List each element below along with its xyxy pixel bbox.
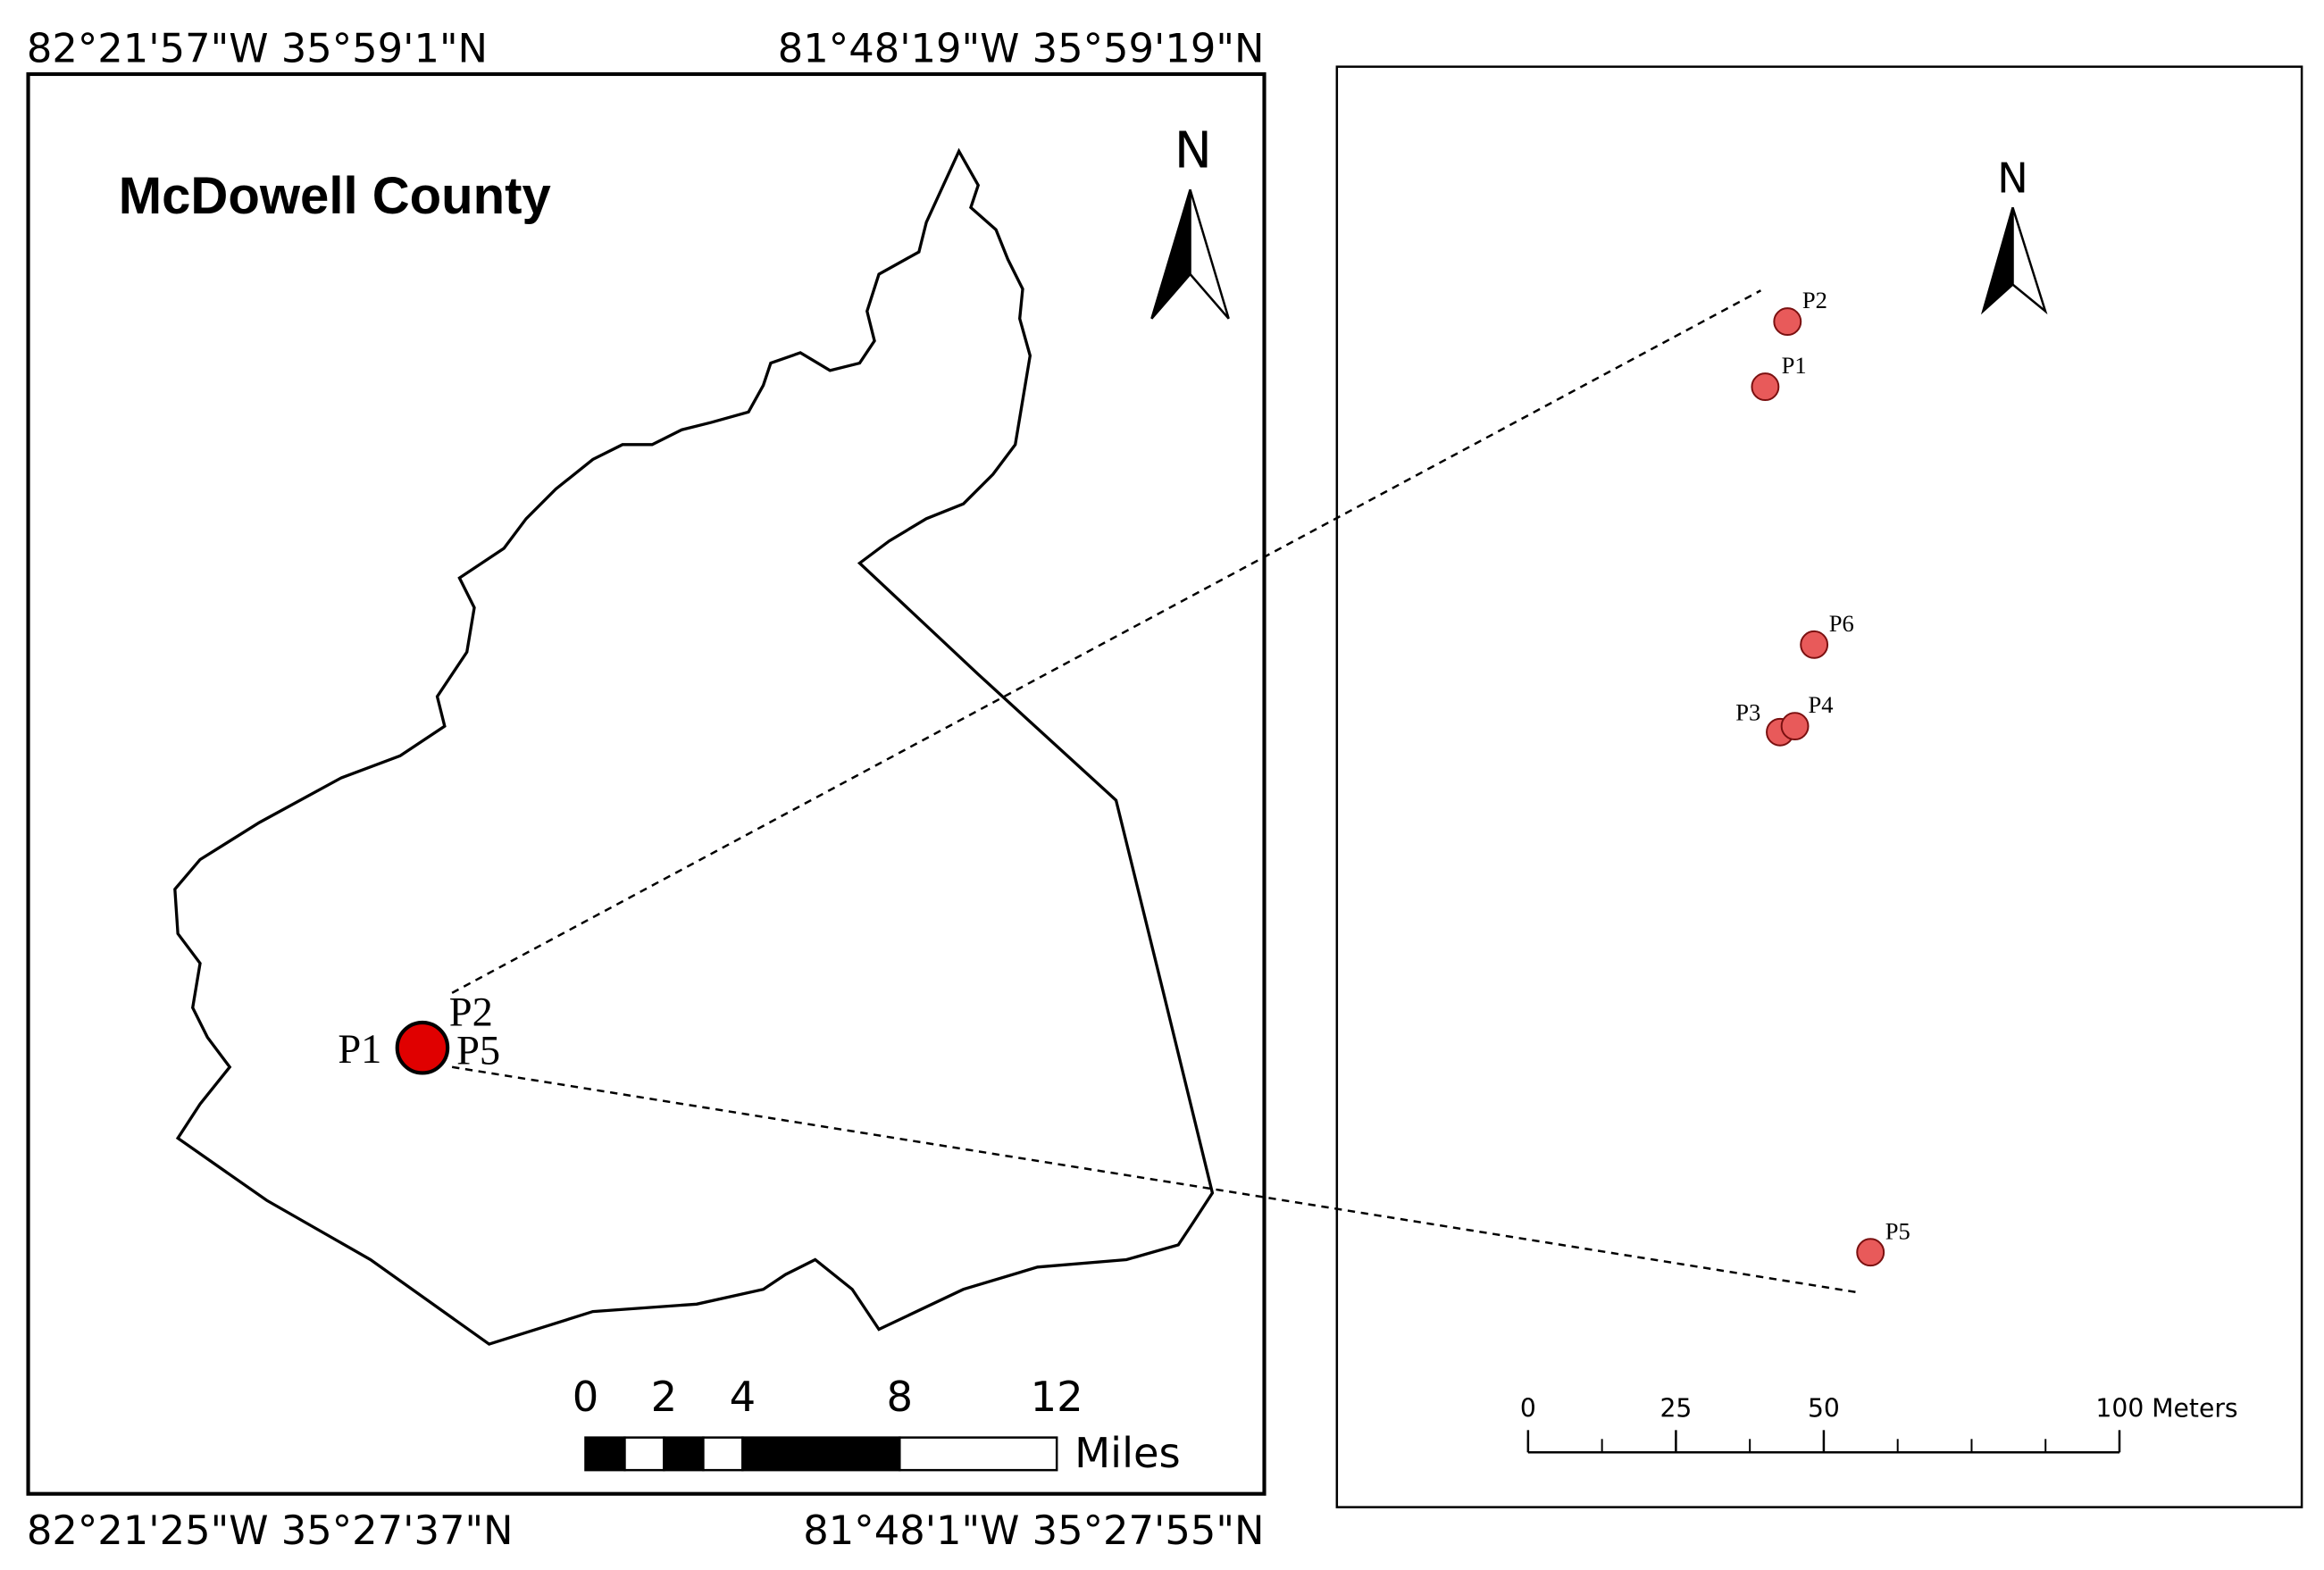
corner-label: 81°48'19"W 35°59'19"N xyxy=(778,25,1265,72)
sample-point xyxy=(1751,372,1780,402)
sample-point xyxy=(1800,630,1829,659)
scale-label: 4 xyxy=(730,1373,757,1421)
scale-label: 50 xyxy=(1808,1393,1840,1423)
scale-label: 0 xyxy=(573,1373,599,1421)
scale-segment xyxy=(899,1436,1058,1472)
scale-unit: Miles xyxy=(1074,1429,1181,1477)
point-label: P4 xyxy=(1809,691,1834,718)
scale-segment xyxy=(663,1436,705,1472)
leader-line xyxy=(451,1065,1858,1294)
map-title: McDowell County xyxy=(119,167,551,225)
point-label: P5 xyxy=(1885,1217,1910,1244)
scale-segment xyxy=(623,1436,665,1472)
scale-label: 12 xyxy=(1031,1373,1083,1421)
scale-segment xyxy=(584,1436,626,1472)
site-marker xyxy=(395,1020,450,1075)
north-label: N xyxy=(1997,154,2028,203)
scale-label: 100 Meters xyxy=(2095,1393,2237,1423)
point-label: P3 xyxy=(1735,698,1760,725)
north-label: N xyxy=(1175,122,1212,180)
scale-label: 0 xyxy=(1520,1393,1536,1423)
county-outline xyxy=(173,147,1215,1346)
point-label: P6 xyxy=(1829,610,1854,637)
right-frame xyxy=(1335,65,2303,1508)
scale-segment xyxy=(741,1436,901,1472)
scale-label: 8 xyxy=(886,1373,913,1421)
corner-label: 82°21'57"W 35°59'1"N xyxy=(27,25,488,72)
scale-segment xyxy=(702,1436,744,1472)
sample-point xyxy=(1780,712,1810,741)
left-frame xyxy=(26,71,1266,1496)
corner-label: 82°21'25"W 35°27'37"N xyxy=(27,1507,514,1554)
point-label: P1 xyxy=(1782,352,1807,379)
point-label: P1 xyxy=(338,1027,381,1073)
corner-label: 81°48'1"W 35°27'55"N xyxy=(803,1507,1264,1554)
scale-label: 25 xyxy=(1659,1393,1692,1423)
point-label: P2 xyxy=(449,990,493,1035)
point-label: P5 xyxy=(456,1028,500,1073)
north-arrow xyxy=(2011,206,2048,315)
sample-point xyxy=(1773,307,1802,337)
point-label: P2 xyxy=(1802,287,1827,313)
scale-label: 2 xyxy=(651,1373,678,1421)
sample-point xyxy=(1856,1238,1885,1267)
north-arrow xyxy=(1189,189,1230,320)
